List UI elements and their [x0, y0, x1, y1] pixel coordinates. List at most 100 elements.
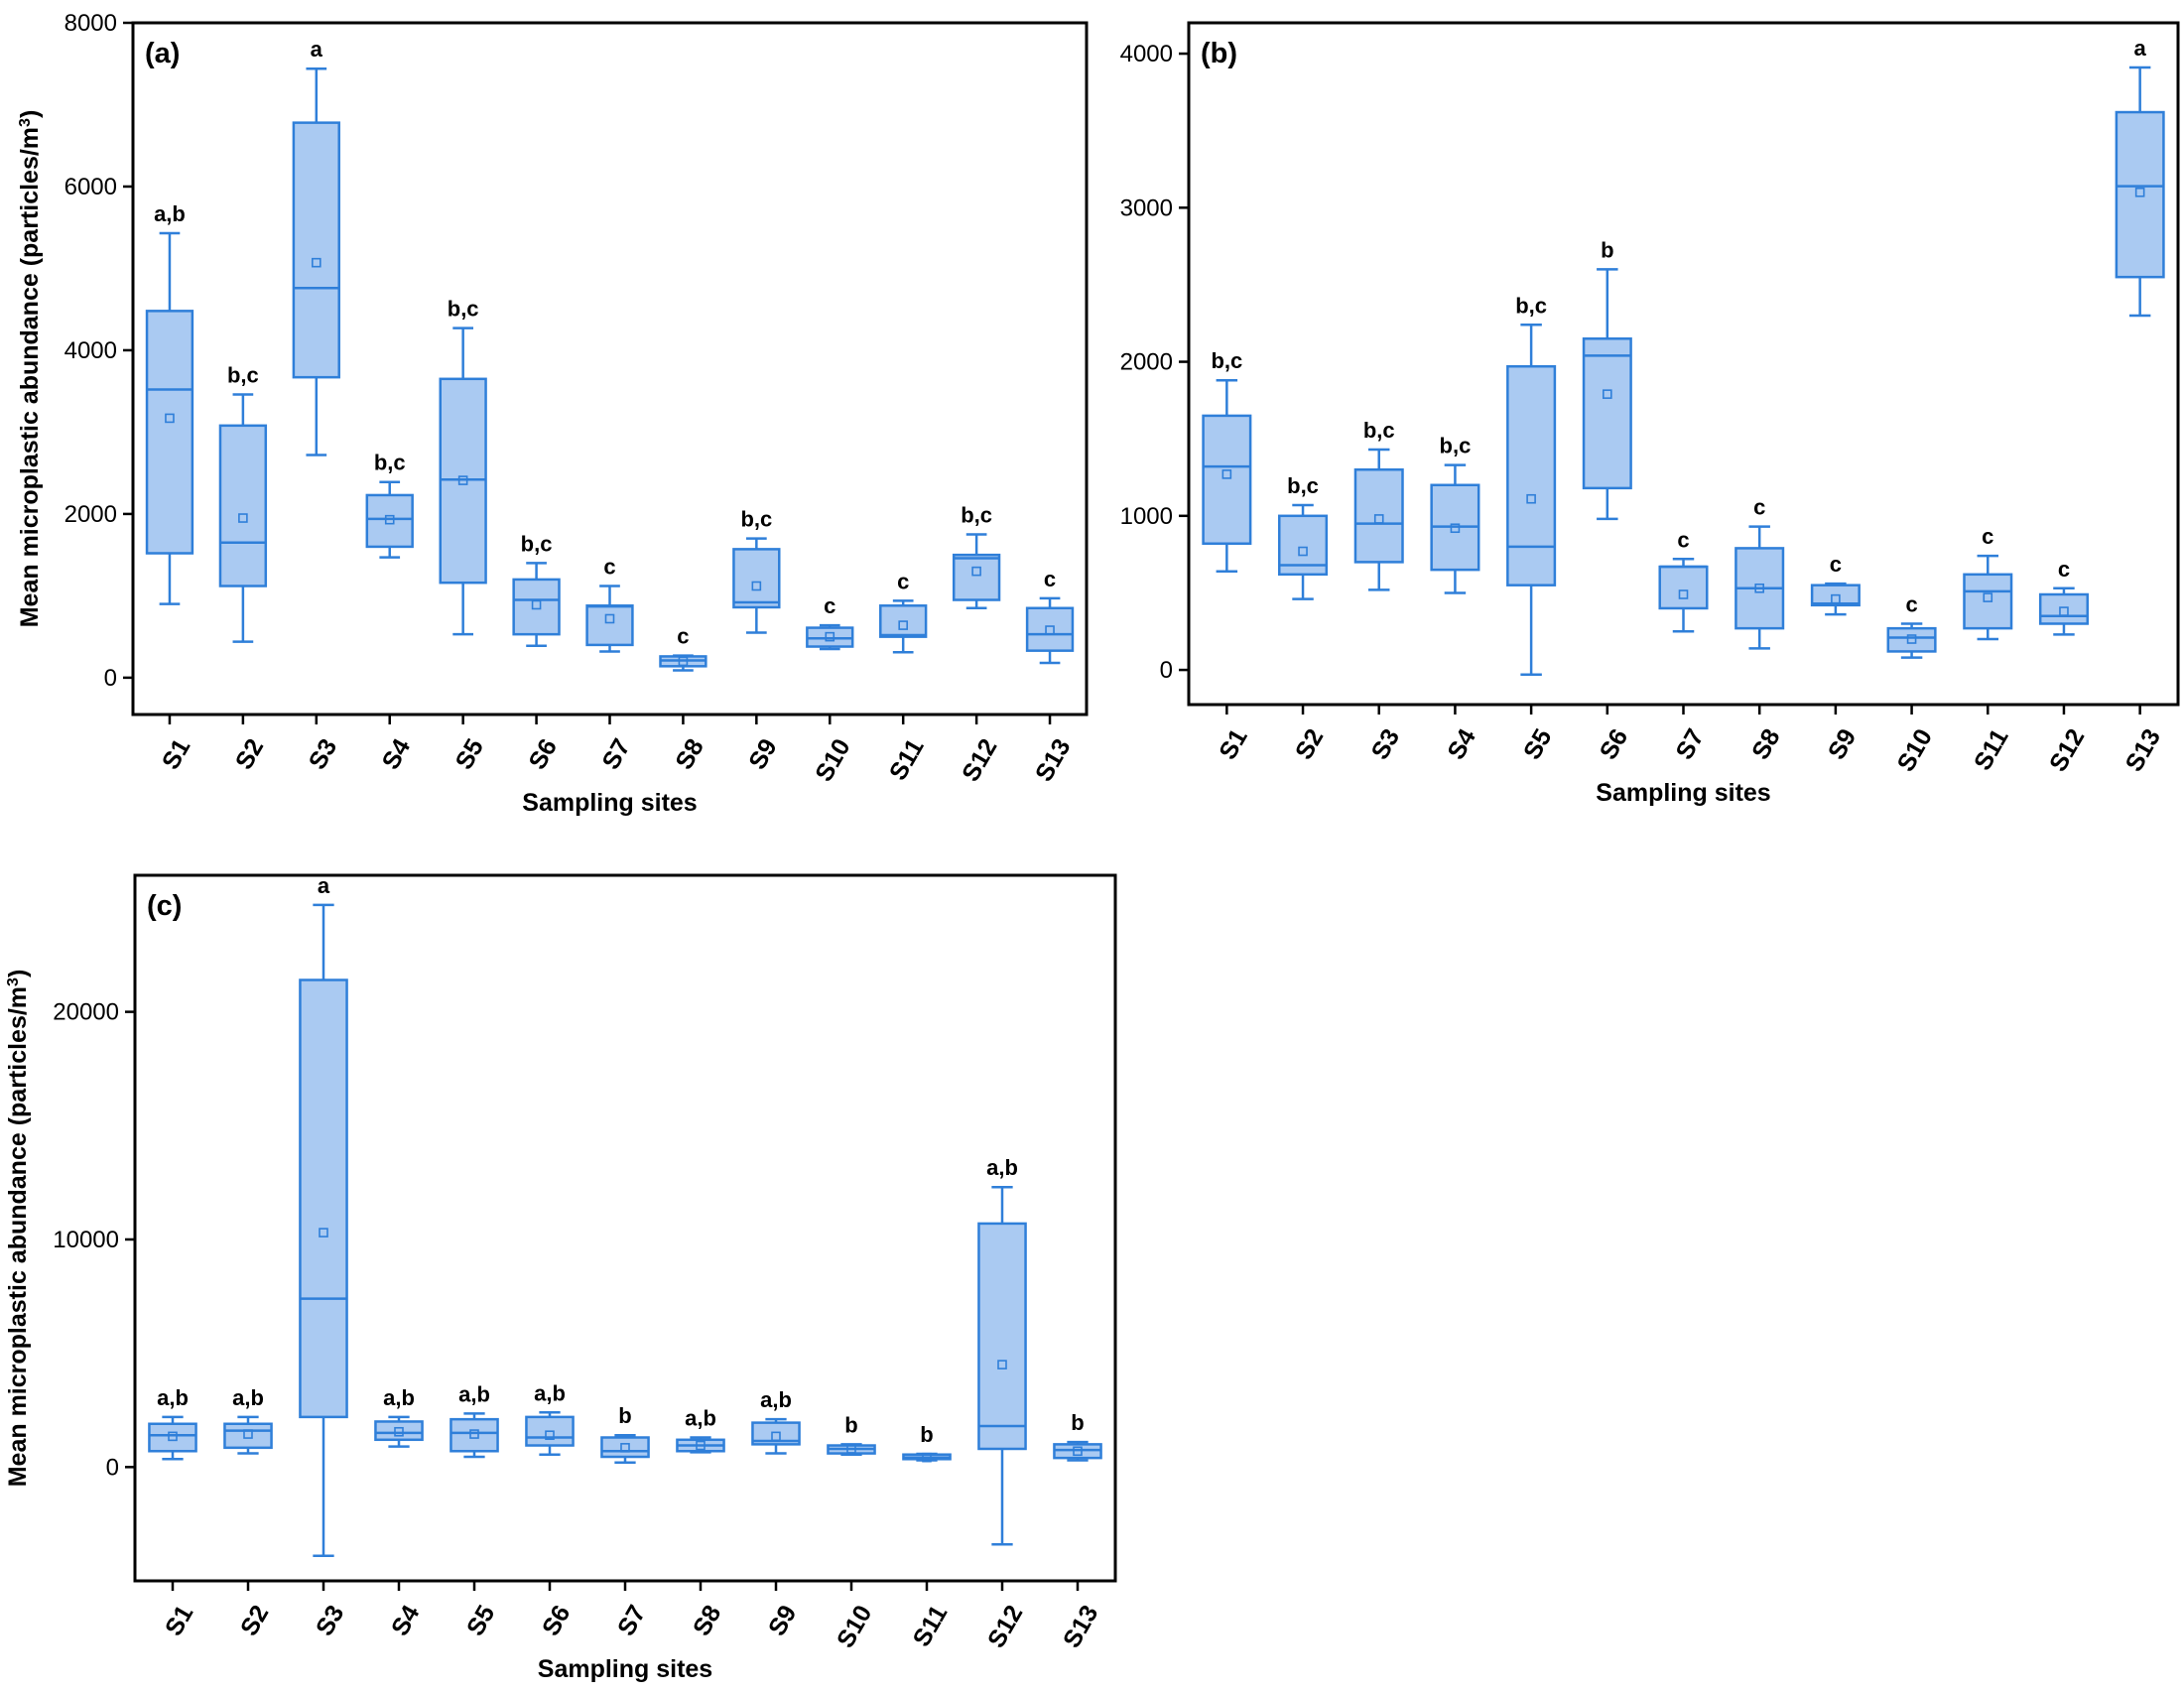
mean-marker [319, 1228, 328, 1238]
box-s11: c [1963, 524, 2013, 641]
box-s9: c [1810, 552, 1861, 616]
box-s9: a,b [751, 1387, 801, 1455]
significance-label: b,c [1363, 418, 1395, 443]
mean-marker [531, 599, 542, 610]
iqr-box [600, 1436, 650, 1459]
significance-label: b [618, 1403, 631, 1428]
iqr-box [585, 604, 634, 647]
mean-marker [243, 1429, 253, 1439]
mean-marker [971, 566, 981, 577]
iqr-box [732, 548, 781, 609]
iqr-box [450, 1417, 499, 1453]
box-s4: a,b [374, 1385, 424, 1448]
iqr-box [218, 424, 268, 587]
mean-marker [771, 1431, 781, 1442]
y-tick-label: 2000 [64, 501, 117, 528]
significance-label: c [677, 624, 689, 649]
box-s10: c [806, 593, 854, 651]
significance-label: c [897, 569, 909, 593]
significance-label: c [1982, 524, 1993, 549]
significance-label: b,c [1515, 293, 1547, 318]
mean-marker [696, 1440, 706, 1451]
y-tick-label: 4000 [1120, 41, 1173, 67]
box-s11: b [902, 1422, 952, 1463]
y-tick-label: 1000 [1120, 503, 1173, 530]
significance-label: a [318, 873, 330, 898]
box-s5: b,c [1506, 293, 1557, 676]
box-s8: c [659, 624, 707, 672]
iqr-box [1658, 565, 1709, 610]
box-s10: b [827, 1412, 876, 1456]
box-s1: b,c [1202, 348, 1252, 573]
box-s7: b [600, 1403, 650, 1464]
y-axis-title-tail: ) [16, 110, 44, 118]
mean-marker [825, 631, 835, 642]
mean-marker [1298, 546, 1308, 557]
mean-marker [1754, 583, 1764, 593]
significance-label: b,c [1440, 434, 1472, 458]
box-s7: c [1658, 527, 1709, 633]
box-s12: b,c [952, 503, 1001, 610]
box-s10: c [1886, 591, 1937, 659]
iqr-box [751, 1421, 801, 1446]
significance-label: b,c [521, 531, 553, 556]
box-s12: c [2038, 557, 2089, 636]
mean-marker [1373, 514, 1384, 524]
mean-marker [922, 1452, 932, 1463]
y-tick-label: 0 [106, 1454, 119, 1481]
mean-marker [846, 1444, 856, 1454]
significance-label: c [1905, 591, 1917, 616]
mean-marker [2059, 606, 2069, 616]
x-axis-title: Sampling sites [538, 1655, 712, 1683]
iqr-box [145, 310, 194, 555]
significance-label: a,b [157, 1385, 189, 1410]
x-axis-title: Sampling sites [522, 789, 697, 817]
mean-marker [1906, 634, 1917, 644]
significance-label: b,c [961, 503, 992, 528]
y-tick-label: 10000 [53, 1227, 119, 1253]
mean-marker [394, 1426, 404, 1437]
significance-label: b,c [740, 507, 772, 532]
y-tick-label: 6000 [64, 174, 117, 200]
y-axis-title-superscript: 3 [5, 977, 22, 986]
iqr-box [952, 553, 1001, 601]
x-axis-title: Sampling sites [1596, 779, 1770, 807]
box-s9: b,c [732, 507, 781, 634]
y-axis-title-superscript: 3 [17, 118, 34, 127]
iqr-box [1506, 364, 1557, 586]
iqr-box [1582, 337, 1632, 490]
mean-marker [604, 613, 615, 624]
mean-marker [1526, 493, 1536, 504]
mean-marker [1983, 592, 1993, 602]
significance-label: b,c [374, 451, 406, 475]
panel-label: (b) [1201, 38, 1237, 69]
significance-label: b,c [448, 297, 479, 322]
iqr-box [148, 1422, 197, 1453]
mean-marker [898, 620, 908, 630]
significance-label: b [1601, 237, 1613, 262]
panel-label: (a) [145, 38, 180, 69]
box-s13: a [2115, 36, 2165, 318]
significance-label: c [824, 593, 835, 618]
y-axis-title: Mean microplastic abundance (particles/m… [4, 970, 32, 1488]
box-s12: a,b [977, 1155, 1027, 1546]
mean-marker [2134, 187, 2145, 197]
mean-marker [238, 513, 248, 523]
box-s8: c [1734, 495, 1785, 650]
iqr-box [1886, 626, 1937, 653]
significance-label: b,c [227, 362, 259, 387]
significance-label: a,b [232, 1385, 264, 1410]
box-s11: c [879, 569, 928, 654]
box-s6: b,c [512, 531, 561, 647]
significance-label: b [920, 1422, 933, 1447]
mean-marker [751, 581, 762, 591]
mean-marker [384, 514, 395, 525]
significance-label: a,b [458, 1381, 490, 1406]
y-axis-title-main: Mean microplastic abundance (particles/m [16, 127, 44, 627]
mean-marker [678, 656, 689, 667]
mean-marker [1831, 593, 1841, 604]
